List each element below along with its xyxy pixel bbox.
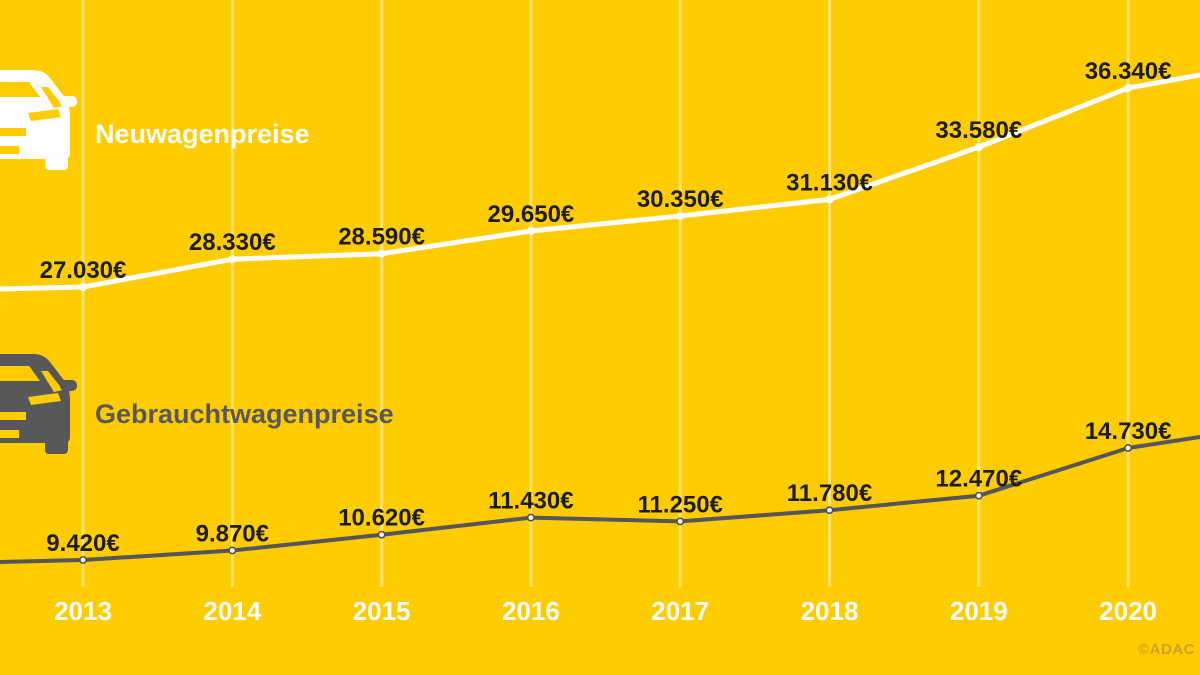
price-value-label: 9.870€: [196, 521, 269, 548]
car-sidewindow-shape: [41, 87, 63, 108]
price-value-label: 10.620€: [338, 505, 425, 532]
car-bumper-slat: [0, 412, 26, 420]
year-axis-label: 2018: [801, 596, 859, 626]
car-windshield-shape: [0, 366, 40, 381]
data-point-marker: [79, 283, 87, 291]
car-wheel-shape: [45, 150, 68, 170]
price-value-label: 33.580€: [935, 117, 1022, 144]
car-headlight-shape: [28, 393, 61, 405]
price-value-label: 11.250€: [637, 491, 722, 518]
data-point-marker: [1124, 444, 1133, 452]
data-point-marker: [974, 143, 983, 151]
car-mirror-shape: [60, 380, 77, 391]
car-sidewindow-shape: [41, 371, 63, 392]
data-point-marker: [228, 255, 237, 264]
price-value-label: 27.030€: [40, 257, 127, 284]
price-value-label: 14.730€: [1085, 418, 1172, 445]
car-mirror-shape: [60, 96, 77, 107]
car-wheel-shape: [45, 434, 68, 454]
price-value-label: 31.130€: [786, 169, 873, 196]
data-point-marker: [377, 530, 386, 539]
year-axis-label: 2016: [502, 596, 560, 626]
data-point-marker: [377, 249, 386, 258]
used-car-icon: [0, 354, 77, 454]
year-axis-label: 2013: [54, 596, 112, 626]
price-value-label: 12.470€: [935, 466, 1022, 493]
data-point-marker: [1124, 84, 1133, 92]
data-point-marker: [974, 491, 983, 500]
data-point-marker: [526, 227, 535, 235]
price-value-label: 28.590€: [338, 224, 425, 251]
year-axis-label: 2017: [651, 596, 709, 626]
data-point-marker: [79, 556, 87, 564]
year-axis-label: 2015: [353, 596, 411, 626]
year-axis-label: 2019: [950, 596, 1008, 626]
price-value-label: 28.330€: [189, 229, 276, 256]
price-value-label: 30.350€: [637, 186, 724, 213]
car-windshield-shape: [0, 82, 40, 97]
data-point-marker: [526, 513, 535, 522]
data-point-marker: [825, 506, 834, 515]
price-value-label: 11.430€: [488, 488, 573, 515]
car-bumper-slat: [0, 430, 19, 438]
data-point-marker: [676, 517, 685, 526]
data-point-marker: [825, 195, 834, 204]
car-bumper-slat: [0, 146, 19, 154]
price-value-label: 9.420€: [46, 530, 119, 557]
data-point-marker: [228, 546, 237, 555]
new-car-icon: [0, 70, 77, 170]
car-bumper-slat: [0, 128, 26, 136]
new-cars-series-label: Neuwagenpreise: [95, 119, 310, 149]
car-headlight-shape: [28, 109, 61, 121]
year-axis-label: 2020: [1099, 596, 1157, 626]
data-point-marker: [676, 212, 685, 220]
adac-watermark: ©ADAC: [1138, 641, 1195, 658]
price-value-label: 11.780€: [787, 480, 872, 507]
price-value-label: 29.650€: [488, 201, 575, 228]
year-axis-label: 2014: [203, 596, 261, 626]
used-cars-series-label: Gebrauchtwagenpreise: [95, 399, 394, 429]
used-car-price-line: [0, 435, 1200, 564]
new-car-price-line: [0, 72, 1200, 292]
price-value-label: 36.340€: [1085, 58, 1172, 85]
